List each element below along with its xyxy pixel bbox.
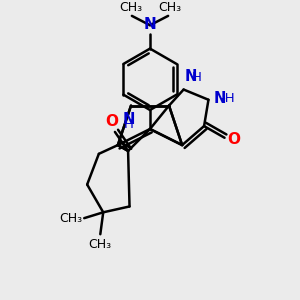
Text: CH₃: CH₃ [89, 238, 112, 251]
Text: N: N [144, 17, 156, 32]
Text: CH₃: CH₃ [158, 2, 181, 14]
Text: N: N [214, 91, 226, 106]
Text: CH₃: CH₃ [119, 2, 142, 14]
Text: H: H [124, 118, 134, 131]
Text: CH₃: CH₃ [59, 212, 82, 225]
Text: O: O [106, 114, 118, 129]
Text: N: N [185, 69, 197, 84]
Text: -H: -H [221, 92, 236, 105]
Text: N: N [122, 112, 135, 127]
Text: O: O [227, 132, 240, 147]
Text: H: H [192, 71, 202, 84]
